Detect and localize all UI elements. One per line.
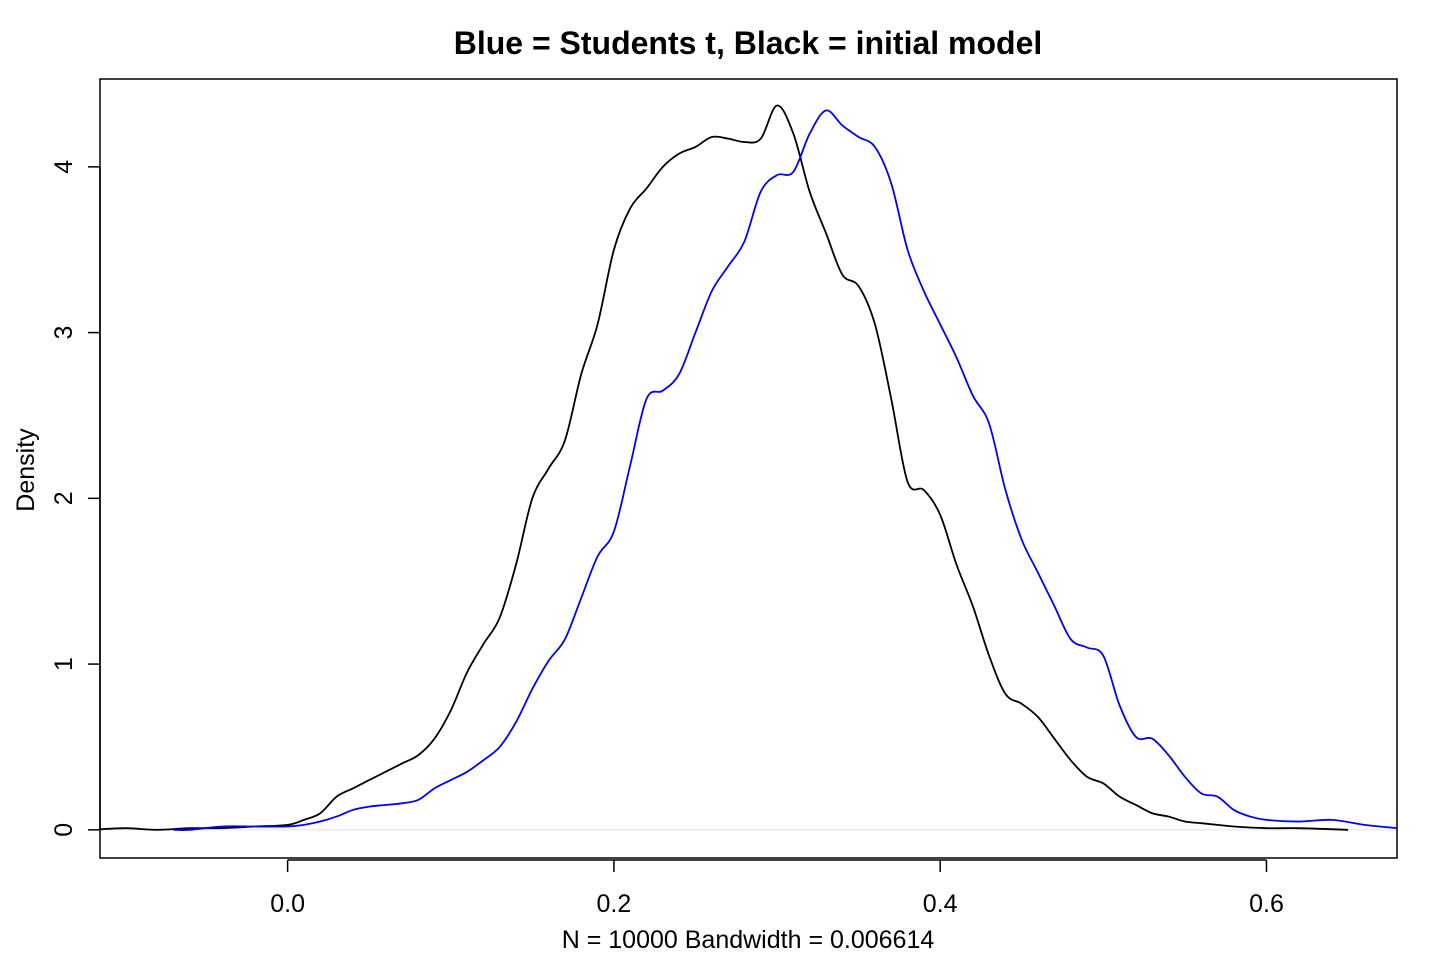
- x-tick-label: 0.6: [1249, 890, 1284, 918]
- y-tick-label: 4: [50, 160, 78, 174]
- students-t-density-line: [173, 109, 1397, 831]
- y-axis: 0 1 2 3 4: [50, 160, 101, 837]
- x-tick-label: 0.2: [597, 890, 632, 918]
- x-tick-label: 0.4: [923, 890, 958, 918]
- y-tick-label: 1: [50, 657, 78, 671]
- chart-title: Blue = Students t, Black = initial model: [454, 25, 1043, 61]
- y-tick-label: 3: [50, 326, 78, 340]
- initial-model-density-line: [100, 104, 1349, 831]
- y-axis-label: Density: [12, 428, 40, 512]
- series-layer: [100, 104, 1397, 831]
- x-tick-label: 0.0: [270, 890, 305, 918]
- x-axis: 0.0 0.2 0.4 0.6: [270, 859, 1284, 918]
- x-axis-label: N = 10000 Bandwidth = 0.006614: [562, 926, 935, 954]
- y-tick-label: 0: [50, 823, 78, 837]
- y-tick-label: 2: [50, 491, 78, 505]
- plot-frame: [99, 78, 1398, 859]
